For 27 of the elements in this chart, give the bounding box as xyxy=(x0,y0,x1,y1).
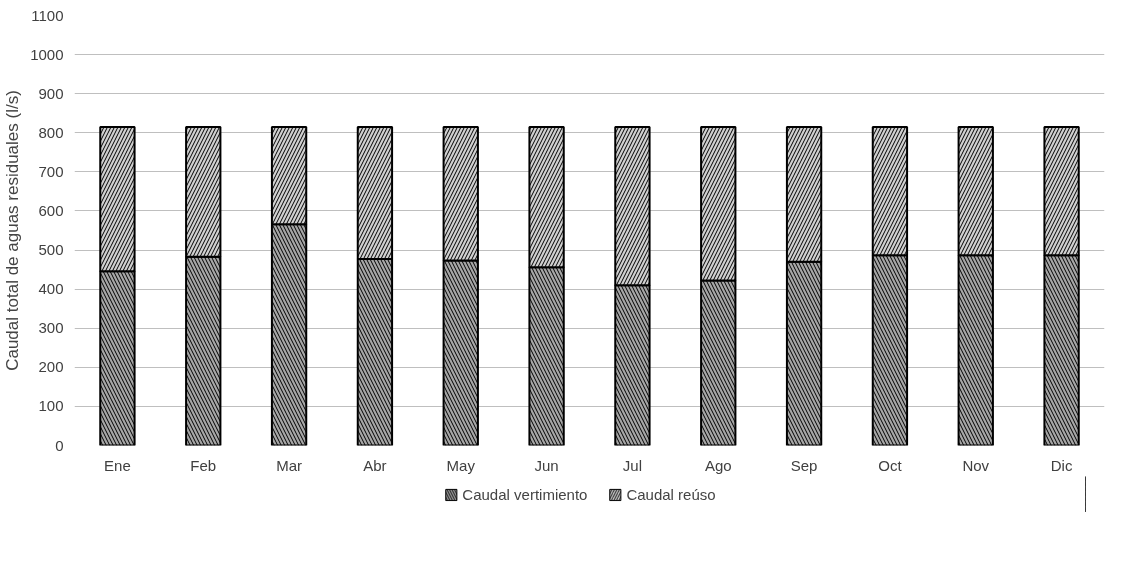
x-tick-label: Jun xyxy=(534,456,559,474)
x-tick-label: Nov xyxy=(962,456,990,474)
y-tick-label: 500 xyxy=(38,241,64,259)
x-tick-label: Jul xyxy=(622,456,643,474)
y-tick-label: 900 xyxy=(38,84,64,102)
y-axis-title: Caudal total de aguas residuales (l/s) xyxy=(3,90,23,371)
y-tick-label: 1000 xyxy=(30,45,64,63)
x-tick-label: Abr xyxy=(363,456,387,474)
y-tick-label: 400 xyxy=(38,280,64,298)
y-tick-label: 200 xyxy=(38,358,64,376)
x-tick-label: Mar xyxy=(276,456,303,474)
y-tick-label: 100 xyxy=(38,397,64,415)
x-tick-label: Feb xyxy=(190,456,217,474)
y-tick-label: 700 xyxy=(38,162,64,180)
y-tick-label: 1100 xyxy=(31,6,64,24)
x-tick-label: May xyxy=(446,456,476,474)
y-tick-label: 300 xyxy=(38,319,64,337)
x-tick-label: Oct xyxy=(878,456,903,474)
legend-label: Caudal reúso xyxy=(626,485,716,503)
x-tick-label: Ene xyxy=(104,456,131,474)
x-tick-label: Sep xyxy=(790,456,818,474)
legend-label: Caudal vertimiento xyxy=(462,485,588,503)
y-tick-label: 600 xyxy=(38,201,64,219)
y-tick-label: 800 xyxy=(38,123,64,141)
x-tick-label: Dic xyxy=(1050,456,1073,474)
y-tick-label: 0 xyxy=(55,436,64,454)
x-tick-label: Ago xyxy=(704,456,732,474)
